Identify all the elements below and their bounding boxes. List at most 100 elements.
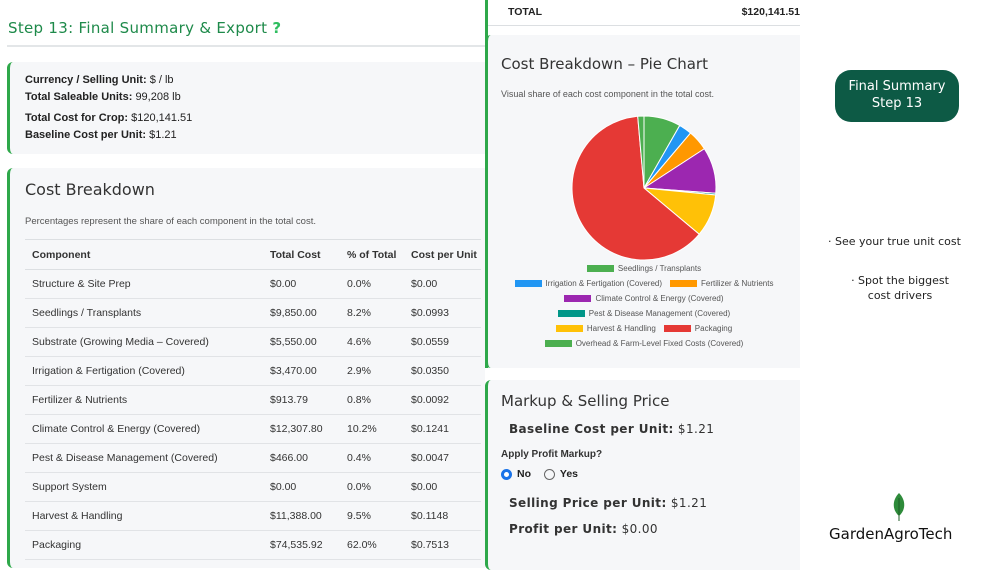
legend-label: Climate Control & Energy (Covered) xyxy=(595,294,724,303)
table-cell: $0.0559 xyxy=(404,327,481,357)
summary-card: Currency / Selling Unit: $ / lb Total Sa… xyxy=(7,62,485,154)
legend-item[interactable]: Irrigation & Fertigation (Covered) xyxy=(514,276,663,291)
table-row: Climate Control & Energy (Covered) $12,30… xyxy=(25,414,481,444)
pie-slice[interactable] xyxy=(571,115,700,261)
divider xyxy=(7,45,485,47)
brand-name: GardenAgroTech xyxy=(829,525,953,543)
table-cell: Pest & Disease Management (Covered) xyxy=(25,443,263,473)
table-cell: $0.00 xyxy=(404,472,481,502)
column-header: % of Total xyxy=(340,239,404,270)
currency-line: Currency / Selling Unit: $ / lb xyxy=(25,74,174,86)
legend-item[interactable]: Climate Control & Energy (Covered) xyxy=(564,291,724,306)
legend-swatch xyxy=(557,310,585,318)
table-cell: 0.4% xyxy=(340,443,404,473)
legend-item[interactable]: Packaging xyxy=(663,321,733,336)
table-cell: $0.0092 xyxy=(404,385,481,415)
table-cell: $74,535.92 xyxy=(263,530,340,560)
table-cell: $0.1148 xyxy=(404,501,481,531)
legend-swatch xyxy=(586,265,614,273)
table-cell: $5,550.00 xyxy=(263,327,340,357)
legend-label: Fertilizer & Nutrients xyxy=(701,279,774,288)
legend-swatch xyxy=(555,325,583,333)
legend-item[interactable]: Seedlings / Transplants xyxy=(586,261,701,276)
column-header: Total Cost xyxy=(263,239,340,270)
table-cell: 8.2% xyxy=(340,298,404,328)
leaf-logo-icon xyxy=(893,493,905,521)
pie-chart-card: Cost Breakdown – Pie Chart Visual share … xyxy=(485,35,800,368)
table-cell: 0.8% xyxy=(340,385,404,415)
table-cell: Support System xyxy=(25,472,263,502)
table-cell: 4.6% xyxy=(340,327,404,357)
pie-slice[interactable] xyxy=(637,115,645,189)
table-cell: 9.5% xyxy=(340,501,404,531)
legend-swatch xyxy=(663,325,691,333)
legend-item[interactable]: Fertilizer & Nutrients xyxy=(670,276,773,291)
pie-chart xyxy=(571,115,717,261)
baseline-cost: Baseline Cost per Unit: $1.21 xyxy=(509,422,715,436)
legend-swatch xyxy=(564,295,592,303)
table-cell: $11,388.00 xyxy=(263,501,340,531)
table-cell: $0.0350 xyxy=(404,356,481,386)
column-header: Cost per Unit xyxy=(404,239,481,270)
title-text: Step 13: Final Summary & Export xyxy=(8,19,268,37)
legend-item[interactable]: Overhead & Farm-Level Fixed Costs (Cover… xyxy=(544,336,744,351)
table-row: Packaging $74,535.92 62.0% $0.7513 xyxy=(25,530,481,560)
section-title: Markup & Selling Price xyxy=(501,392,670,410)
cost-table: Component Total Cost% of Total Cost per Un… xyxy=(25,239,481,560)
bullet-unit-cost: · See your true unit cost xyxy=(828,235,961,248)
total-row: TOTAL $120,141.51 xyxy=(488,0,800,26)
table-cell: 10.2% xyxy=(340,414,404,444)
cost-breakdown-card: Cost Breakdown Percentages represent the… xyxy=(7,168,485,568)
table-cell: Harvest & Handling xyxy=(25,501,263,531)
table-cell: Substrate (Growing Media – Covered) xyxy=(25,327,263,357)
table-cell: $3,470.00 xyxy=(263,356,340,386)
table-cell: $0.0047 xyxy=(404,443,481,473)
table-cell: $9,850.00 xyxy=(263,298,340,328)
section-subtitle: Percentages represent the share of each … xyxy=(25,216,316,227)
middle-column: TOTAL $120,141.51 Cost Breakdown – Pie Ch… xyxy=(485,0,800,570)
bullet-cost-drivers: · Spot the biggest cost drivers xyxy=(851,274,949,302)
table-cell: 0.0% xyxy=(340,472,404,502)
table-row: Pest & Disease Management (Covered) $466.… xyxy=(25,443,481,473)
table-cell: $0.0993 xyxy=(404,298,481,328)
legend-swatch xyxy=(514,280,542,288)
table-cell: $913.79 xyxy=(263,385,340,415)
apply-markup-label: Apply Profit Markup? xyxy=(501,449,603,460)
markup-no-radio[interactable]: No xyxy=(501,468,531,480)
table-row: Structure & Site Prep $0.00 0.0% $0.00 xyxy=(25,269,481,299)
table-row: Substrate (Growing Media – Covered) $5,55… xyxy=(25,327,481,357)
table-cell: $466.00 xyxy=(263,443,340,473)
table-cell: 0.0% xyxy=(340,269,404,299)
legend-item[interactable]: Pest & Disease Management (Covered) xyxy=(557,306,730,321)
table-cell: Packaging xyxy=(25,530,263,560)
chart-legend: Seedlings / Transplants Irrigation & Fert… xyxy=(488,261,800,351)
chart-title: Cost Breakdown – Pie Chart xyxy=(501,55,708,73)
column-header: Component xyxy=(25,239,263,270)
left-column: Step 13: Final Summary & Export ? Curren… xyxy=(0,0,485,568)
table-cell: Irrigation & Fertigation (Covered) xyxy=(25,356,263,386)
profit-per-unit: Profit per Unit: $0.00 xyxy=(509,522,658,536)
table-row: Harvest & Handling $11,388.00 9.5% $0.1148 xyxy=(25,501,481,531)
total-cost-line: Total Cost for Crop: $120,141.51 xyxy=(25,112,193,124)
units-line: Total Saleable Units: 99,208 lb xyxy=(25,91,181,103)
step-badge: Final Summary Step 13 xyxy=(835,70,959,122)
table-row: Irrigation & Fertigation (Covered) $3,470… xyxy=(25,356,481,386)
help-icon[interactable]: ? xyxy=(272,19,282,37)
legend-label: Irrigation & Fertigation (Covered) xyxy=(545,279,663,288)
table-row: Fertilizer & Nutrients $913.79 0.8% $0.0092 xyxy=(25,385,481,415)
table-cell: 62.0% xyxy=(340,530,404,560)
baseline-line: Baseline Cost per Unit: $1.21 xyxy=(25,129,177,141)
page-title: Step 13: Final Summary & Export ? xyxy=(8,19,281,37)
legend-item[interactable]: Harvest & Handling xyxy=(555,321,656,336)
table-cell: 2.9% xyxy=(340,356,404,386)
table-cell: $0.00 xyxy=(263,269,340,299)
legend-label: Harvest & Handling xyxy=(586,324,656,333)
table-cell: $0.00 xyxy=(404,269,481,299)
legend-label: Packaging xyxy=(694,324,733,333)
markup-card: Markup & Selling Price Baseline Cost per… xyxy=(485,380,800,570)
right-panel: Final Summary Step 13 · See your true uni… xyxy=(800,0,1005,565)
table-row: Seedlings / Transplants $9,850.00 8.2% $0.0… xyxy=(25,298,481,328)
legend-label: Overhead & Farm-Level Fixed Costs (Cover… xyxy=(575,339,744,348)
table-cell: $0.7513 xyxy=(404,530,481,560)
markup-yes-radio[interactable]: Yes xyxy=(543,468,578,480)
